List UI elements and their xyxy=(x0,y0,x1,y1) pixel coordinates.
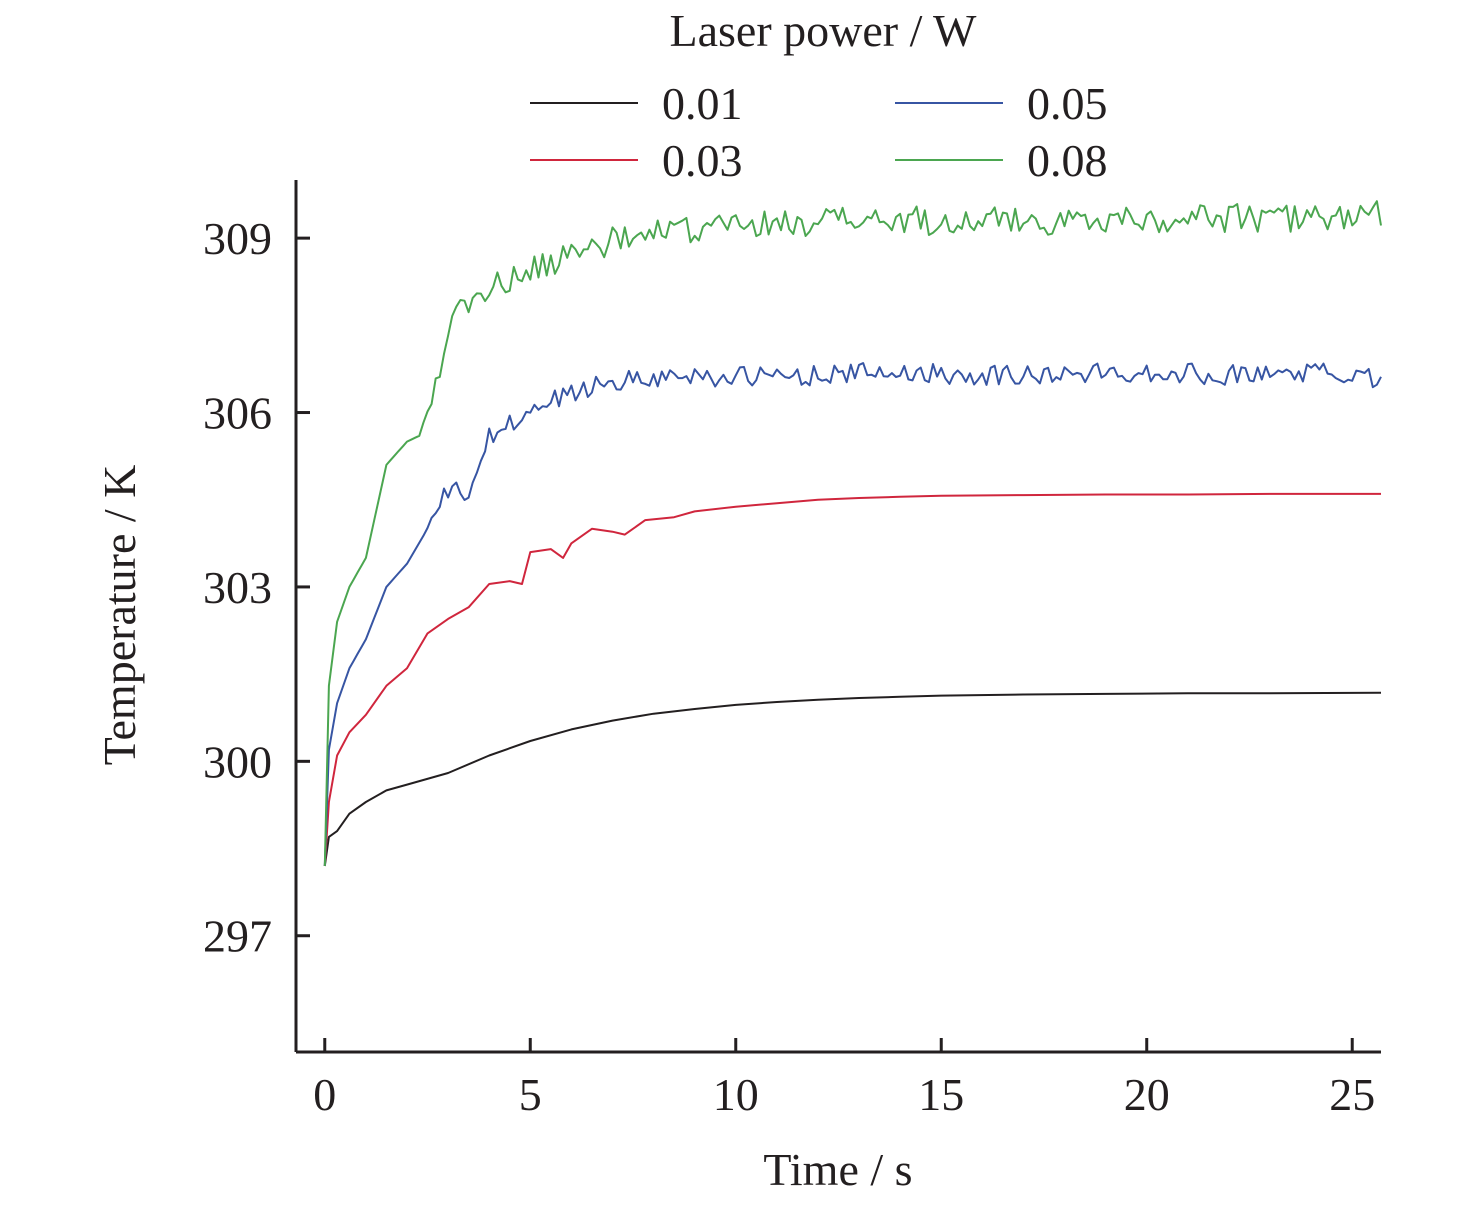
y-ticks: 297 300 303 306 309 xyxy=(203,213,310,962)
legend: Laser power / W 0.01 0.03 0.05 0.08 xyxy=(530,5,1108,186)
series-line-0-01 xyxy=(323,691,1382,867)
x-tick-label: 10 xyxy=(713,1069,759,1120)
y-tick-label: 306 xyxy=(203,388,272,439)
x-tick-label: 0 xyxy=(313,1069,336,1120)
legend-label: 0.05 xyxy=(1027,78,1108,129)
x-tick-label: 15 xyxy=(918,1069,964,1120)
x-tick-label: 25 xyxy=(1329,1069,1375,1120)
series-line-0-05 xyxy=(323,362,1382,867)
axes xyxy=(294,180,1381,1054)
y-tick-label: 297 xyxy=(203,911,272,962)
x-ticks: 0 5 10 15 20 25 xyxy=(313,1038,1375,1120)
x-tick-label: 20 xyxy=(1124,1069,1170,1120)
series-line-0-08 xyxy=(323,200,1382,867)
series-line-0-03 xyxy=(323,492,1381,867)
x-axis-title: Time / s xyxy=(763,1144,912,1195)
x-tick-label: 5 xyxy=(519,1069,542,1120)
y-tick-label: 303 xyxy=(203,562,272,613)
y-tick-label: 309 xyxy=(203,213,272,264)
legend-title: Laser power / W xyxy=(670,5,978,56)
legend-label: 0.03 xyxy=(662,135,743,186)
y-tick-label: 300 xyxy=(203,736,272,787)
series-lines xyxy=(323,200,1382,867)
legend-label: 0.01 xyxy=(662,78,743,129)
y-axis-title: Temperature / K xyxy=(94,465,145,766)
legend-label: 0.08 xyxy=(1027,135,1108,186)
